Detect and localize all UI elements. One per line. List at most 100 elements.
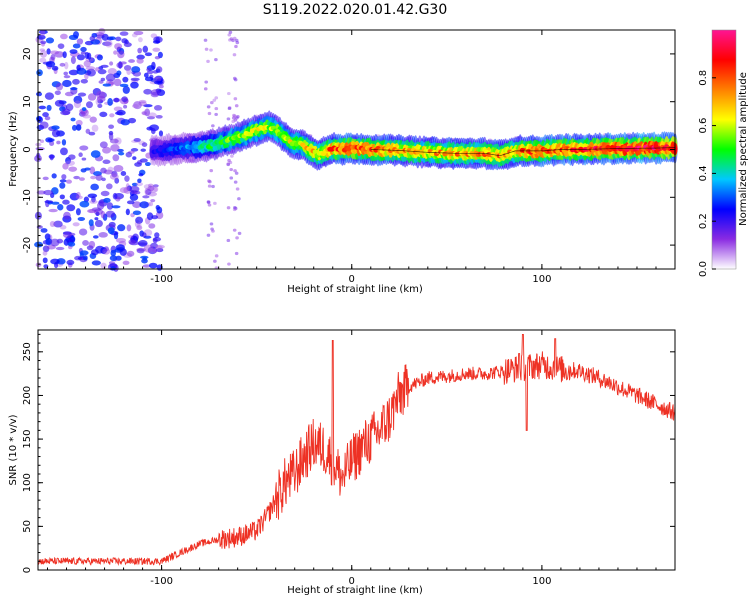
spectral-scatter-blob [125,208,130,216]
spectral-scatter-blob [88,219,94,227]
spectral-scatter-blob [137,222,142,229]
spectral-scatter-blob [112,192,118,200]
spectral-scatter-blob [227,91,231,96]
spectral-scatter-blob [141,232,147,238]
spectral-scatter-blob [234,251,239,256]
spectral-scatter-blob [131,66,141,73]
spectral-scatter-blob [135,181,143,187]
spectral-scatter-blob [39,57,47,63]
spectral-scatter-blob [119,83,129,88]
spectral-scatter-blob [123,65,132,71]
spectral-scatter-blob [84,51,90,59]
spectral-scatter-blob [136,57,144,64]
spectral-scatter-blob [40,40,47,45]
spectral-scatter-blob [65,160,75,166]
spectral-scatter-blob [110,266,116,271]
colorbar-label: Normalized spectral amplitude [738,72,749,226]
spectral-scatter-blob [133,30,144,36]
spectral-scatter-blob [131,33,138,38]
spectral-scatter-blob [126,200,135,205]
snr-y-tick-label: 250 [22,342,33,361]
spectral-scatter-blob [153,80,164,85]
spectral-scatter-blob [39,48,46,52]
spectral-scatter-blob [109,173,119,180]
spectrogram-y-axis-label: Frequency (Hz) [8,111,19,187]
spectral-scatter-blob [133,138,141,142]
spectral-scatter-blob [64,61,69,70]
spectral-scatter-blob [232,76,237,81]
spectral-scatter-blob [115,255,122,261]
spectral-scatter-blob [73,31,79,39]
spectral-scatter-blob [98,80,104,84]
spectral-scatter-blob [214,106,219,111]
spectral-scatter-blob [211,124,215,128]
spectral-scatter-blob [51,65,59,71]
colorbar-tick-label: 0.4 [698,165,709,181]
spectral-scatter-blob [60,110,71,116]
spectral-scatter-blob [54,51,65,58]
colorbar-ticks: 0.0 0.2 0.4 0.6 0.8 [698,70,716,277]
spectral-scatter-blob [46,104,52,112]
spectral-scatter-blob [97,103,103,108]
spectral-scatter-blob [136,160,143,165]
snr-x-axis-label: Height of straight line (km) [287,585,423,596]
spectral-scatter-blob [229,37,234,41]
spectral-scatter-blob [85,66,96,71]
spectral-scatter-blob [155,204,161,210]
spectral-scatter-blob [75,208,81,216]
spectral-scatter-blob [135,216,144,224]
spectral-scatter-blob [123,186,132,194]
spectral-scatter-blob [107,227,115,235]
spectral-scatter-blob [76,64,81,71]
spectrogram-x-tick-label: 100 [532,274,551,285]
spectral-scatter-blob [109,113,115,118]
spectral-scatter-blob [67,241,76,247]
spectral-scatter-blob [142,264,151,268]
spectral-scatter-blob [136,225,143,231]
spectral-scatter-blob [95,98,101,106]
spectral-scatter-blob [120,119,130,126]
spectral-scatter-blob [85,101,93,109]
spectral-scatter-blob [72,222,80,227]
spectral-scatter-blob [113,165,124,172]
spectral-scatter-blob [44,200,54,204]
spectral-scatter-blob [130,77,140,81]
spectral-scatter-blob [90,150,101,158]
spectral-scatter-blob [71,124,77,131]
spectral-scatter-blob [131,182,138,187]
spectral-scatter-blob [114,43,123,50]
spectral-scatter-blob [232,207,237,212]
spectral-scatter-blob [237,197,241,201]
spectrogram-y-tick-label: -20 [22,237,33,253]
spectral-scatter-blob [69,49,78,54]
spectral-scatter-blob [207,111,212,116]
spectral-scatter-blob [47,138,55,142]
spectral-scatter-blob [102,248,111,255]
spectral-scatter-blob [80,46,87,52]
spectral-scatter-blob [126,224,132,232]
spectral-scatter-blob [44,92,55,100]
spectral-scatter-blob [80,168,87,173]
snr-y-tick-label: 100 [22,473,33,492]
spectral-scatter-blob [92,88,101,96]
spectral-scatter-blob [81,157,87,161]
spectral-scatter-blob [85,128,91,134]
spectral-scatter-blob [235,236,239,240]
spectral-scatter-blob [45,61,56,68]
spectral-scatter-blob [98,66,104,70]
spectral-scatter-blob [61,139,67,146]
spectral-scatter-blob [207,179,211,183]
spectral-scatter-blob [210,100,214,105]
spectral-scatter-blob [148,223,156,229]
spectral-scatter-blob [128,239,137,245]
spectral-scatter-blob [152,249,158,253]
spectral-scatter-blob [43,189,54,196]
spectral-scatter-blob [82,239,89,246]
spectral-scatter-blob [142,257,148,261]
spectral-scatter-blob [96,54,103,61]
spectral-scatter-blob [80,51,87,55]
spectral-scatter-blob [206,59,210,63]
spectral-scatter-blob [150,199,156,203]
spectral-scatter-blob [72,43,81,49]
colorbar: 0.0 0.2 0.4 0.6 0.8 Normalized spectral ampl… [698,29,749,277]
